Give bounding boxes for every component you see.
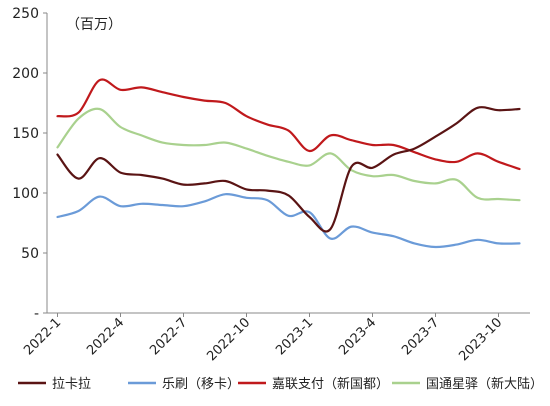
legend-item: 嘉联支付（新国都） bbox=[238, 376, 389, 392]
x-tick-label: 2022-10 bbox=[204, 315, 253, 364]
y-tick-label: 150 bbox=[12, 126, 39, 142]
legend-label: 拉卡拉 bbox=[52, 377, 91, 392]
legend-label: 嘉联支付（新国都） bbox=[272, 376, 389, 392]
y-tick-label: 200 bbox=[12, 66, 39, 82]
unit-label: （百万） bbox=[66, 17, 122, 33]
x-tick-label: 2023-4 bbox=[336, 315, 379, 358]
legend-label: 国通星驿（新大陆） bbox=[426, 376, 543, 392]
x-tick-label: 2022-4 bbox=[84, 315, 127, 358]
series-line-3 bbox=[56, 107, 521, 202]
x-axis: 2022-1 2022-4 2022-7 2022-10 2023-1 2023-4 202… bbox=[21, 312, 530, 364]
y-tick-label: 100 bbox=[12, 186, 39, 202]
y-tick-label: 50 bbox=[21, 246, 39, 262]
x-tick-label: 2023-7 bbox=[399, 315, 442, 358]
series-line-2 bbox=[56, 78, 521, 171]
x-tick-label: 2022-1 bbox=[21, 315, 64, 358]
x-tick-label: 2023-10 bbox=[456, 315, 505, 364]
legend-item: 国通星驿（新大陆） bbox=[392, 376, 543, 392]
y-tick-label: - bbox=[34, 306, 39, 322]
legend: 拉卡拉 乐刷（移卡） 嘉联支付（新国都） 国通星驿（新大陆） bbox=[18, 376, 543, 392]
x-tick-label: 2022-7 bbox=[147, 315, 190, 358]
y-tick-label: 250 bbox=[12, 6, 39, 22]
legend-item: 乐刷（移卡） bbox=[128, 377, 240, 392]
series-layer bbox=[56, 78, 521, 249]
legend-label: 乐刷（移卡） bbox=[162, 377, 240, 392]
y-axis: 250 200 150 100 50 - bbox=[12, 6, 48, 322]
series-line-0 bbox=[56, 106, 521, 233]
series-line-1 bbox=[56, 193, 521, 249]
legend-item: 拉卡拉 bbox=[18, 377, 91, 392]
x-tick-label: 2023-1 bbox=[273, 315, 316, 358]
